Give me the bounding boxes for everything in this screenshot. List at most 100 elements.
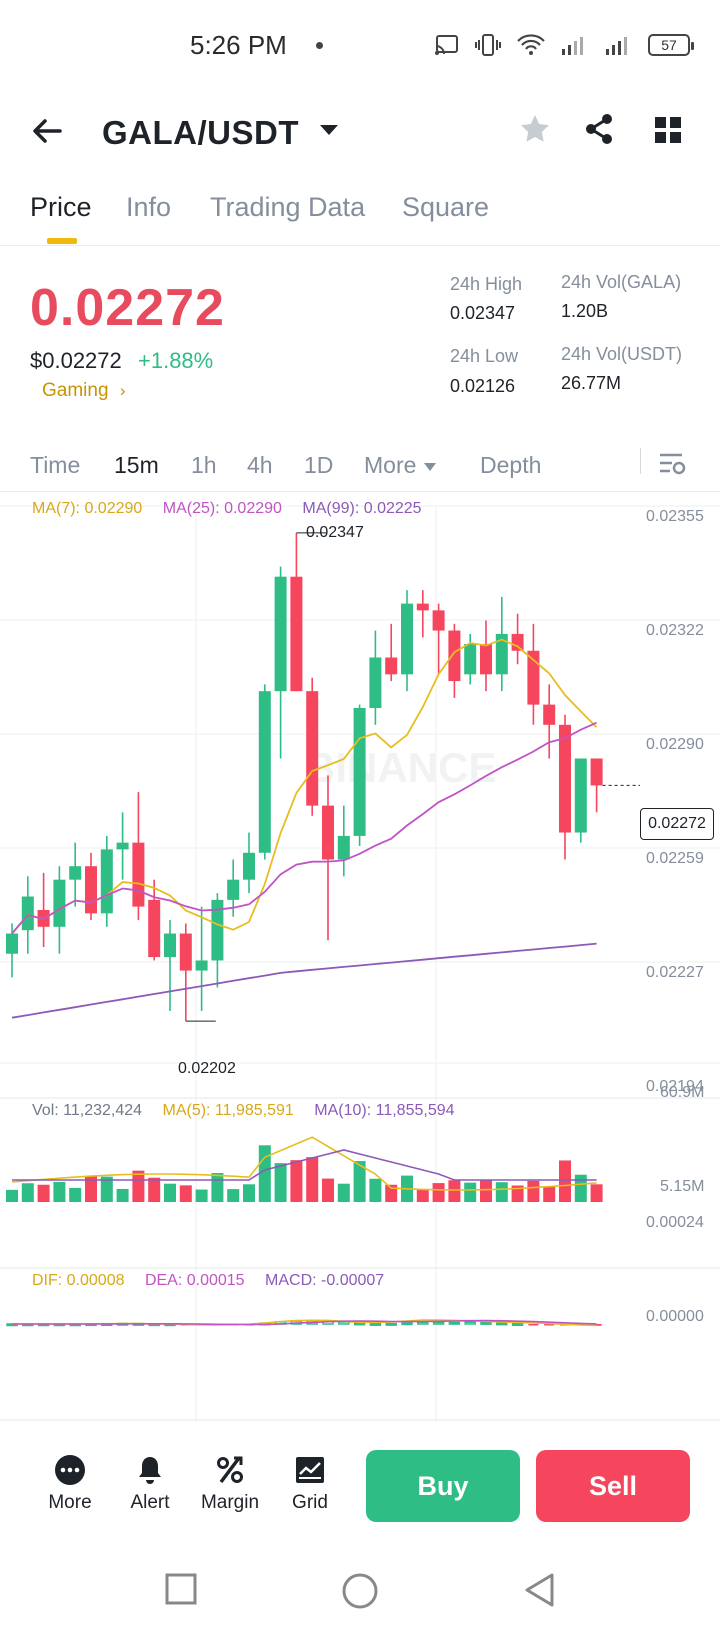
candle-body: [559, 724, 571, 833]
tab-square[interactable]: Square: [402, 192, 490, 222]
recents-icon[interactable]: [164, 1572, 198, 1606]
macd-histogram-bar: [480, 1321, 492, 1325]
pair-title[interactable]: GALA/USDT: [102, 114, 299, 151]
candle-body: [227, 879, 240, 900]
chevron-right-icon: ›: [119, 381, 126, 400]
macd-legend: DIF: 0.00008 DEA: 0.00015 MACD: -0.00007: [32, 1272, 400, 1290]
candle-body: [527, 650, 540, 705]
caret-down-icon[interactable]: [318, 122, 340, 138]
ma25-label: MA(25): 0.02290: [162, 500, 282, 517]
interval-1d[interactable]: 1D: [304, 452, 334, 478]
grid-menu-icon[interactable]: [654, 116, 682, 144]
wifi-icon: [517, 34, 545, 55]
price-axis-tick: 0.02322: [646, 622, 704, 639]
action-bar: More Alert Margin Grid Buy Sell: [0, 1440, 720, 1540]
candle-body: [590, 758, 603, 786]
volume-bar: [306, 1157, 319, 1202]
more-label: More: [48, 1492, 92, 1513]
tab-trading-data[interactable]: Trading Data: [210, 192, 366, 222]
candle-body: [164, 933, 176, 958]
candle-body: [6, 933, 18, 954]
star-icon[interactable]: [518, 112, 552, 146]
candle-body: [322, 805, 334, 860]
candle-body: [543, 704, 556, 725]
volume-bar: [480, 1179, 492, 1202]
candle-body: [306, 691, 319, 806]
volume-bar: [464, 1182, 477, 1202]
chart-settings-icon[interactable]: [658, 452, 686, 476]
price-axis-tick: 0.02194: [646, 1078, 704, 1095]
price-axis-tick: 0.02227: [646, 964, 704, 981]
volume-bar: [416, 1189, 429, 1202]
vol-usdt-label: 24h Vol(USDT): [561, 344, 683, 364]
macd-histogram-bar: [448, 1321, 461, 1325]
home-icon[interactable]: [341, 1572, 379, 1610]
tab-info[interactable]: Info: [126, 192, 172, 222]
dea-label: DEA: 0.00015: [144, 1272, 245, 1289]
max-price-label: 0.02347: [306, 524, 364, 541]
interval-bar: Time 15m 1h 4h 1D More Depth: [0, 432, 720, 492]
volume-bar: [195, 1189, 208, 1202]
kline-chart[interactable]: BINANCE MA(7): 0.02290 MA(25): 0.02290 M…: [0, 492, 720, 1422]
candle-body: [369, 657, 382, 708]
macd-histogram-bar: [464, 1321, 476, 1325]
margin-button[interactable]: Margin: [190, 1454, 270, 1514]
last-price: 0.02272: [30, 279, 225, 337]
binance-watermark: BINANCE: [305, 744, 496, 791]
vol-label: Vol: 11,232,424: [32, 1102, 143, 1119]
candle-body: [274, 576, 287, 692]
volume-ma5-line: [11, 1136, 597, 1191]
volume-bar: [148, 1177, 161, 1202]
interval-1h[interactable]: 1h: [191, 452, 217, 478]
interval-more[interactable]: More: [364, 452, 437, 479]
volume-axis-tick: 60.9M: [660, 1084, 705, 1101]
high-value: 0.02347: [450, 303, 516, 323]
interval-15m[interactable]: 15m: [114, 452, 159, 478]
category-link[interactable]: Gaming ›: [42, 380, 125, 402]
price-axis-tick: 0.02259: [646, 850, 704, 867]
margin-label: Margin: [200, 1492, 260, 1513]
volume-legend: Vol: 11,232,424 MA(5): 11,985,591 MA(10)…: [32, 1102, 471, 1120]
buy-button[interactable]: Buy: [366, 1450, 520, 1522]
notification-dot-icon: [316, 42, 323, 49]
grid-button[interactable]: Grid: [270, 1454, 350, 1514]
volume-bar: [227, 1189, 240, 1202]
candle-body: [385, 657, 398, 675]
signal-icon: [562, 37, 583, 55]
macd-histogram-bar: [432, 1321, 445, 1325]
more-button[interactable]: More: [30, 1454, 110, 1514]
sell-button[interactable]: Sell: [536, 1450, 690, 1522]
macd-histogram-bar: [353, 1322, 366, 1326]
volume-bar: [385, 1184, 398, 1202]
volume-bar: [69, 1187, 82, 1202]
volume-bar: [37, 1184, 50, 1202]
kline-chart-canvas[interactable]: BINANCE: [0, 492, 720, 1422]
tab-price[interactable]: Price: [30, 192, 92, 222]
macd-histogram-bar: [544, 1324, 555, 1326]
interval-4h[interactable]: 4h: [247, 452, 273, 478]
bell-icon: [139, 1457, 161, 1484]
percent-icon: [217, 1456, 243, 1484]
volume-bar: [85, 1175, 97, 1202]
more-icon: [55, 1455, 85, 1485]
status-icons: 57: [434, 30, 694, 60]
macd-histogram-bar: [385, 1322, 397, 1326]
vol-ma10-label: MA(10): 11,855,594: [314, 1102, 455, 1119]
candle-body: [195, 960, 208, 971]
interval-depth[interactable]: Depth: [480, 452, 542, 478]
candle-body: [116, 842, 129, 850]
share-icon[interactable]: [582, 112, 616, 146]
dif-label: DIF: 0.00008: [32, 1272, 125, 1289]
volume-bar: [243, 1184, 255, 1202]
candle-body: [574, 758, 587, 833]
alert-button[interactable]: Alert: [110, 1454, 190, 1514]
price-usd: $0.02272: [30, 348, 122, 373]
back-icon[interactable]: [522, 1572, 556, 1608]
interval-time[interactable]: Time: [30, 452, 81, 478]
alert-label: Alert: [130, 1492, 170, 1513]
vol-gala-label: 24h Vol(GALA): [561, 272, 682, 292]
cast-icon: [435, 35, 458, 55]
back-arrow-icon[interactable]: [30, 114, 64, 148]
status-bar: 5:26 PM 57: [0, 0, 720, 90]
price-change: +1.88%: [138, 348, 214, 373]
